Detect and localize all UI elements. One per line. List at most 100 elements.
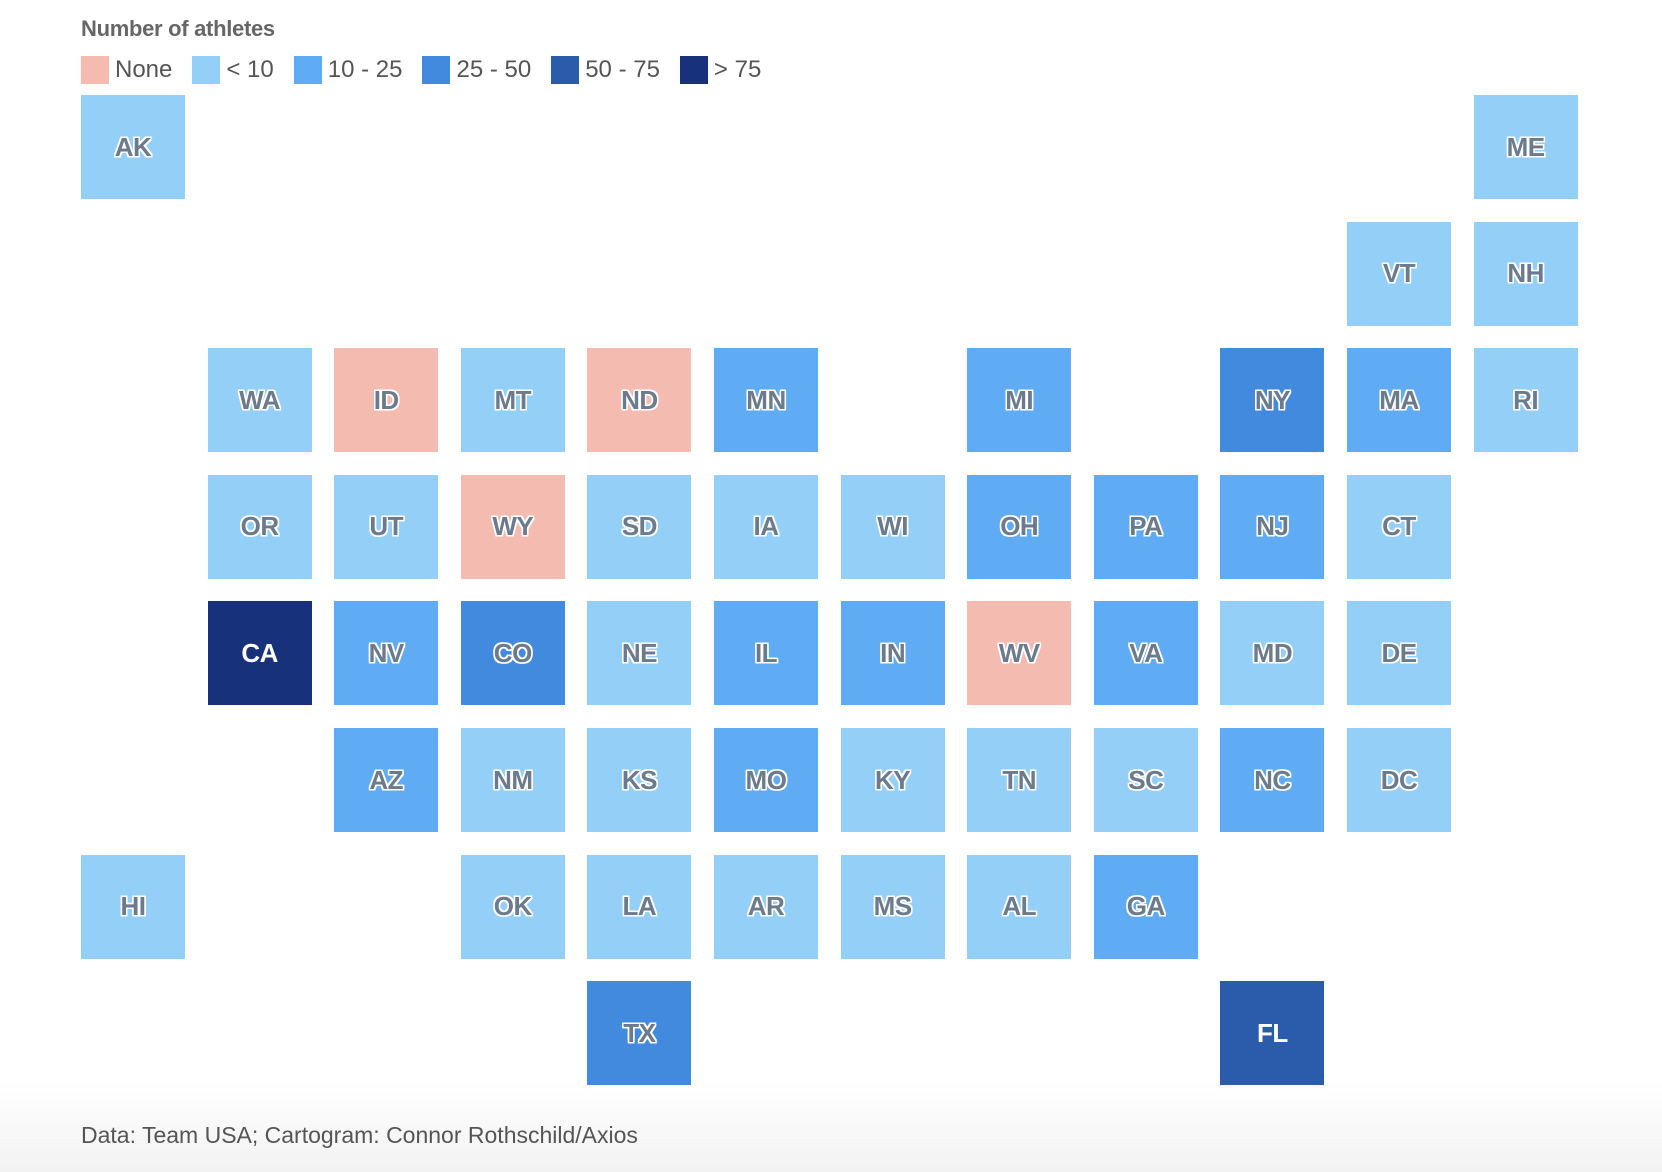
legend-label: < 10 [226, 56, 274, 83]
state-tile-in: IN [840, 601, 945, 706]
state-tile-il: IL [714, 601, 818, 706]
state-tile-hi: HI [81, 854, 185, 959]
state-tile-va: VA [1093, 601, 1198, 706]
state-tile-dc: DC [1347, 728, 1451, 832]
state-label: MN [746, 384, 786, 415]
state-label: KY [875, 764, 911, 795]
state-tile-tn: TN [967, 728, 1072, 832]
legend-item: None [81, 56, 172, 84]
state-tile-nh: NH [1473, 221, 1578, 326]
state-label: AZ [369, 764, 404, 795]
state-tile-ut: UT [334, 474, 439, 579]
state-label: SD [621, 511, 658, 542]
state-label: NY [1254, 384, 1291, 415]
state-label: IA [753, 511, 780, 542]
state-label: CA [241, 637, 278, 668]
state-label: AL [1002, 891, 1037, 922]
state-tile-la: LA [587, 854, 692, 959]
source-note: Data: Team USA; Cartogram: Connor Rothsc… [81, 1122, 638, 1148]
state-label: MS [873, 891, 913, 922]
state-label: NC [1254, 764, 1291, 795]
state-label: OR [240, 511, 280, 542]
legend-label: 50 - 75 [585, 56, 660, 83]
state-label: TX [623, 1017, 656, 1048]
legend-swatch [679, 56, 708, 84]
state-tile-ri: RI [1473, 348, 1578, 453]
legend-swatch [422, 56, 451, 84]
state-label: RI [1513, 384, 1539, 415]
legend-label: > 75 [713, 56, 762, 83]
state-tile-nv: NV [334, 601, 439, 706]
state-tile-or: OR [207, 474, 312, 579]
state-label: KS [621, 764, 658, 795]
state-tile-ca: CA [207, 601, 312, 706]
state-tile-sc: SC [1093, 728, 1198, 832]
state-label: FL [1257, 1017, 1288, 1048]
state-tile-mt: MT [460, 348, 565, 453]
legend-swatch [192, 56, 221, 84]
legend-label: 25 - 50 [456, 56, 532, 83]
state-label: WY [492, 511, 534, 542]
state-tile-de: DE [1347, 601, 1451, 706]
state-label: AK [114, 131, 152, 162]
state-label: OH [1000, 511, 1039, 542]
state-label: GA [1126, 891, 1166, 922]
state-tile-ne: NE [587, 601, 692, 706]
state-label: CT [1382, 511, 1416, 542]
state-tile-wy: WY [460, 474, 565, 579]
state-label: IN [880, 637, 906, 668]
state-tile-ct: CT [1347, 474, 1451, 579]
state-label: LA [622, 891, 657, 922]
state-tile-wi: WI [840, 474, 945, 579]
state-label: UT [369, 511, 404, 542]
state-tile-ma: MA [1347, 348, 1451, 453]
state-tile-nc: NC [1220, 728, 1325, 832]
state-tile-wa: WA [207, 348, 312, 453]
legend-label: None [115, 56, 173, 83]
state-tile-wv: WV [967, 601, 1072, 706]
state-label: NH [1507, 258, 1544, 289]
legend-item: 10 - 25 [293, 56, 402, 84]
state-label: MD [1252, 637, 1293, 668]
state-tile-vt: VT [1347, 221, 1451, 326]
state-tile-id: ID [334, 348, 439, 453]
state-tile-ms: MS [840, 854, 945, 959]
state-tile-ky: KY [840, 728, 945, 832]
state-tile-md: MD [1220, 601, 1325, 706]
legend-swatch [551, 56, 580, 84]
legend-swatch [81, 56, 109, 84]
state-tile-al: AL [967, 854, 1072, 959]
state-tile-ia: IA [714, 474, 818, 579]
state-label: MT [494, 384, 532, 415]
state-label: OK [493, 891, 533, 922]
state-tile-pa: PA [1093, 474, 1198, 579]
state-label: VT [1382, 258, 1416, 289]
state-tile-me: ME [1473, 95, 1578, 199]
legend-item: 25 - 50 [422, 56, 531, 84]
state-label: NV [368, 637, 405, 668]
state-label: WI [877, 511, 908, 542]
legend-swatch [293, 56, 322, 84]
state-label: ID [373, 384, 400, 415]
state-label: VA [1129, 637, 1163, 668]
state-label: MO [745, 764, 787, 795]
state-tile-mn: MN [714, 348, 818, 453]
state-label: PA [1129, 511, 1163, 542]
state-label: ME [1506, 131, 1546, 162]
state-label: IL [754, 637, 778, 668]
state-tile-ga: GA [1093, 854, 1198, 959]
state-label: HI [120, 891, 147, 922]
state-tile-sd: SD [587, 474, 692, 579]
state-label: ND [621, 384, 658, 415]
state-label: AR [747, 891, 785, 922]
state-tile-ks: KS [587, 728, 692, 832]
state-label: NJ [1256, 511, 1289, 542]
state-label: DE [1381, 637, 1417, 668]
state-tile-az: AZ [334, 728, 439, 832]
legend-title: Number of athletes [81, 16, 275, 41]
state-tile-co: CO [460, 601, 565, 706]
legend-item: > 75 [679, 56, 762, 84]
state-label: DC [1380, 764, 1418, 795]
state-tile-mi: MI [967, 348, 1072, 453]
